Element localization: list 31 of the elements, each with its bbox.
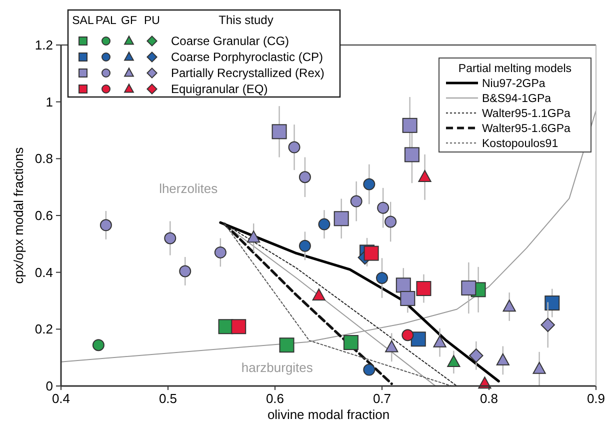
y-tick-label: 0.4 [34,264,53,280]
legend-label: Kostopoulos91 [482,138,558,150]
y-tick-label: 1 [46,94,53,110]
text: GF [121,15,137,27]
x-tick-label: 0.6 [266,391,284,406]
x-tick-label: 0.7 [372,391,392,406]
legend-label: Coarse Granular (CG) [171,34,290,48]
annotation: harzburgites [241,360,314,375]
text: SAL [72,15,94,27]
legend-label: Niu97-2GPa [482,78,546,90]
x-tick-label: 0.8 [480,391,498,406]
y-axis-title: cpx/opx modal fractions [11,146,26,284]
y-tick-label: 1.2 [34,38,53,52]
legend-title: This study [218,13,274,27]
y-tick-label: 0.8 [34,151,53,166]
legend-label: Walter95-1.1GPa [482,108,572,120]
legend-label: Equigranular (EQ) [171,82,268,96]
annotation: Partial melting models [458,63,572,75]
text: PAL [96,15,118,27]
x-tick-label: 0.5 [158,391,178,406]
x-axis-title: olivine modal fraction [267,407,390,422]
y-tick-label: 0 [46,378,53,394]
annotation: lherzolites [159,180,218,196]
legend-label: Coarse Porphyroclastic (CP) [171,50,324,64]
legend-label: Partially Recrystallized (Rex) [171,66,324,80]
legend-label: B&S94-1GPa [482,93,552,105]
x-tick-label: 0.9 [586,391,606,406]
y-tick-label: 0.6 [34,208,53,223]
y-tick-label: 0.2 [34,322,53,337]
legend-label: Walter95-1.6GPa [482,123,572,135]
text: PU [144,15,160,27]
